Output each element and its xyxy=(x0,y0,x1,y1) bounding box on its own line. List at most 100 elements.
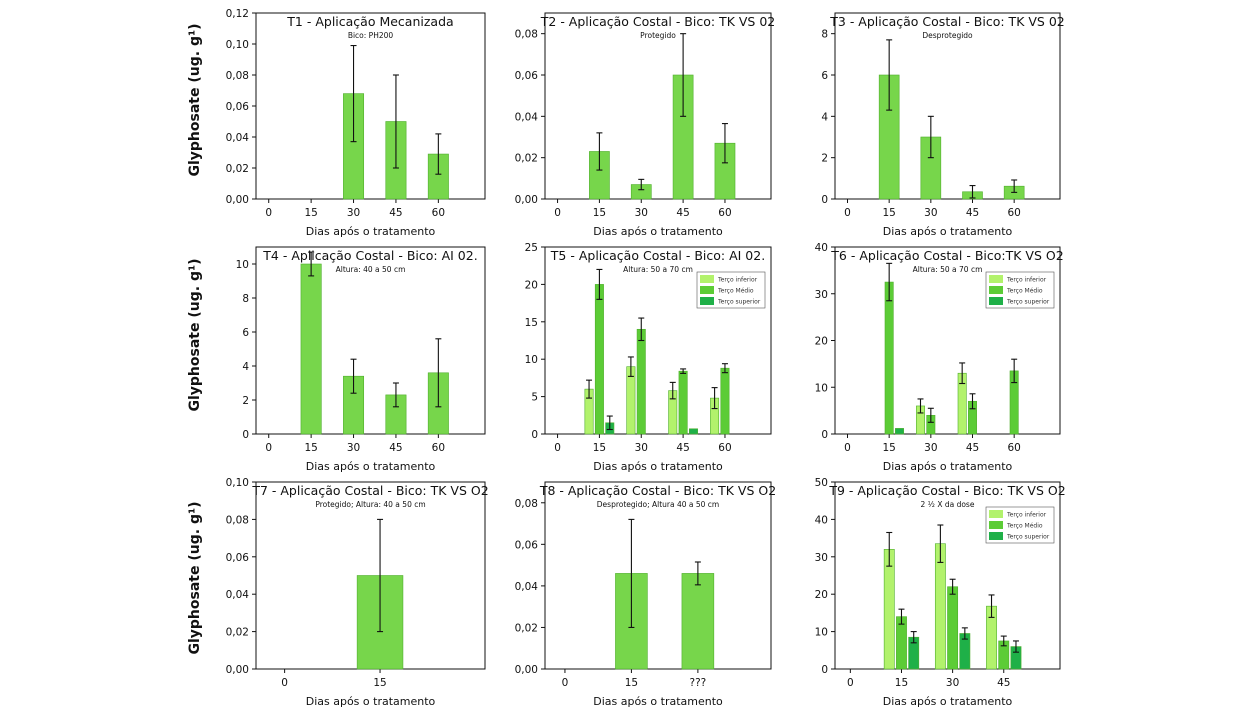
chart-panel-2: T2 - Aplicação Costal - Bico: TK VS 02 Pr… xyxy=(515,12,775,238)
x-tick-label: 15 xyxy=(625,677,638,689)
chart-title: T3 - Aplicação Costal - Bico: TK VS 02 xyxy=(829,14,1064,29)
y-tick-label: 4 xyxy=(242,361,249,373)
plot-frame xyxy=(544,12,772,200)
plot-frame xyxy=(834,12,1061,200)
y-tick-label: 10 xyxy=(815,627,828,639)
plot-frame xyxy=(544,481,772,670)
legend-label: Terço Médio xyxy=(717,288,754,295)
y-tick-label: 0,06 xyxy=(226,101,250,113)
legend-swatch xyxy=(989,297,1003,305)
y-tick-label: 0,00 xyxy=(226,194,249,206)
plot-frame xyxy=(255,246,486,435)
y-tick-label: 0,08 xyxy=(226,70,249,82)
chart-panels: T1 - Aplicação Mecanizada Bico: PH200 0,00… xyxy=(226,8,1066,708)
x-tick-label: 30 xyxy=(946,677,959,689)
legend-swatch xyxy=(989,532,1003,540)
y-tick-label: 20 xyxy=(815,589,828,601)
chart-panel-1: T1 - Aplicação Mecanizada Bico: PH200 0,00… xyxy=(226,8,486,238)
chart-subtitle: Bico: PH200 xyxy=(348,31,394,40)
bar xyxy=(678,370,688,435)
chart-title: T4 - Aplicação Costal - Bico: AI 02. xyxy=(262,248,477,263)
legend-swatch xyxy=(989,286,1003,294)
x-tick-label: 30 xyxy=(924,442,937,454)
x-tick-label: 45 xyxy=(389,207,402,219)
x-tick-label: 0 xyxy=(844,442,851,454)
legend-label: Terço Médio xyxy=(1006,523,1043,530)
legend-swatch xyxy=(700,297,714,305)
bar xyxy=(300,263,322,435)
x-axis-label: Dias após o tratamento xyxy=(306,460,436,473)
legend-label: Terço Médio xyxy=(1006,288,1043,295)
y-tick-label: 10 xyxy=(525,354,538,366)
y-tick-label: 2 xyxy=(821,153,828,165)
row-1-ylabel: Glyphosate (ug. g¹) xyxy=(187,24,203,177)
legend-label: Terço superior xyxy=(1006,299,1050,306)
x-tick-label: 0 xyxy=(844,207,851,219)
chart-subtitle: Desprotegido; Altura 40 a 50 cm xyxy=(597,500,719,509)
x-tick-label: 15 xyxy=(895,677,908,689)
x-tick-label: 45 xyxy=(676,207,689,219)
x-axis-label: Dias após o tratamento xyxy=(593,460,723,473)
x-tick-label: 0 xyxy=(265,442,272,454)
x-tick-label: 30 xyxy=(347,442,360,454)
y-tick-label: 0,08 xyxy=(226,514,249,526)
y-tick-label: 20 xyxy=(525,279,538,291)
chart-panel-5: T5 - Aplicação Costal - Bico: AI 02. Altu… xyxy=(525,242,772,473)
chart-subtitle: Desprotegido xyxy=(922,31,973,40)
y-tick-label: 0,02 xyxy=(515,153,538,165)
y-tick-label: 0,12 xyxy=(226,8,249,20)
y-tick-label: 6 xyxy=(821,70,828,82)
y-tick-label: 20 xyxy=(815,336,828,348)
x-tick-label: 60 xyxy=(718,442,731,454)
x-tick-label: 60 xyxy=(1007,442,1020,454)
x-tick-label: 15 xyxy=(882,207,895,219)
legend-label: Terço inferior xyxy=(1006,277,1047,284)
x-tick-label: 60 xyxy=(432,442,445,454)
row-3-ylabel: Glyphosate (ug. g¹) xyxy=(187,502,203,655)
y-tick-label: 0,00 xyxy=(226,664,249,676)
x-tick-label: 0 xyxy=(562,677,569,689)
chart-subtitle: Protegido xyxy=(640,31,676,40)
x-tick-label: 30 xyxy=(635,207,648,219)
y-tick-label: 40 xyxy=(815,514,828,526)
x-tick-label: 45 xyxy=(997,677,1010,689)
chart-title: T6 - Aplicação Costal - Bico:TK VS O2 xyxy=(830,248,1063,263)
bar xyxy=(594,284,604,435)
y-tick-label: 0,04 xyxy=(226,589,250,601)
y-tick-label: 0,02 xyxy=(226,163,249,175)
x-axis-label: Dias após o tratamento xyxy=(306,225,436,238)
x-tick-label: 0 xyxy=(281,677,288,689)
chart-panel-8: T8 - Aplicação Costal - Bico: TK VS O2 De… xyxy=(515,481,776,708)
chart-subtitle: 2 ½ X da dose xyxy=(921,500,975,509)
row-2-ylabel: Glyphosate (ug. g¹) xyxy=(187,259,203,412)
y-tick-label: 50 xyxy=(815,477,828,489)
y-tick-label: 0,00 xyxy=(515,194,538,206)
chart-panel-9: T9 - Aplicação Costal - Bico: TK VS O2 2 … xyxy=(815,477,1066,708)
legend-label: Terço superior xyxy=(717,299,761,306)
legend-swatch xyxy=(700,275,714,283)
x-tick-label: 45 xyxy=(966,207,979,219)
y-tick-label: 0 xyxy=(821,429,828,441)
x-tick-label: 15 xyxy=(593,207,606,219)
y-tick-label: 10 xyxy=(815,382,828,394)
chart-subtitle: Altura: 50 a 70 cm xyxy=(913,265,983,274)
y-tick-label: 0,10 xyxy=(226,39,249,51)
y-tick-label: 0,02 xyxy=(226,627,249,639)
y-tick-label: 25 xyxy=(525,242,538,254)
y-tick-label: 0,00 xyxy=(515,664,538,676)
x-axis-label: Dias após o tratamento xyxy=(306,695,436,708)
chart-title: T9 - Aplicação Costal - Bico: TK VS O2 xyxy=(828,483,1065,498)
y-tick-label: 0 xyxy=(821,194,828,206)
chart-title: T5 - Aplicação Costal - Bico: AI 02. xyxy=(550,248,765,263)
legend-label: Terço inferior xyxy=(1006,512,1047,519)
y-tick-label: 2 xyxy=(242,395,249,407)
legend-swatch xyxy=(989,510,1003,518)
y-tick-label: 30 xyxy=(815,552,828,564)
x-tick-label: 15 xyxy=(373,677,386,689)
legend-label: Terço superior xyxy=(1006,534,1050,541)
legend-swatch xyxy=(989,521,1003,529)
chart-title: T1 - Aplicação Mecanizada xyxy=(286,14,453,29)
x-tick-label: 60 xyxy=(718,207,731,219)
y-tick-label: 0,04 xyxy=(226,132,250,144)
chart-subtitle: Protegido; Altura: 40 a 50 cm xyxy=(315,500,425,509)
